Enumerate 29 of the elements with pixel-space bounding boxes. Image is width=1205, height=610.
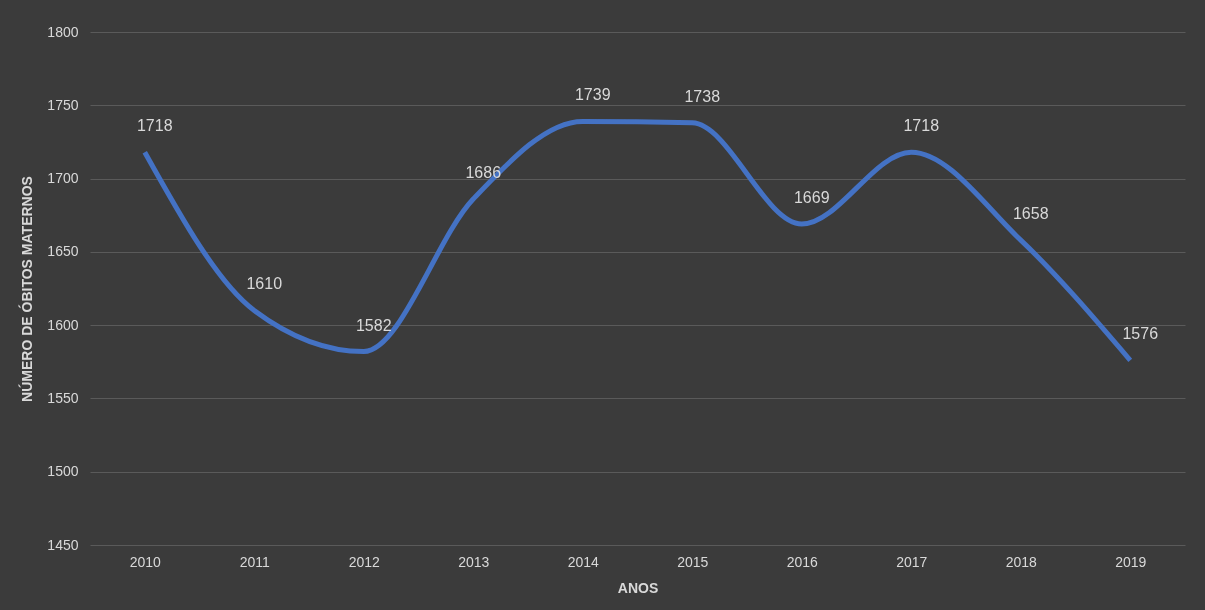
- y-tick-label: 1700: [47, 170, 79, 187]
- x-tick-label: 2015: [677, 553, 709, 570]
- x-axis-title: ANOS: [617, 579, 659, 596]
- x-tick-label: 2010: [129, 553, 162, 570]
- data-label: 1610: [246, 275, 283, 293]
- data-label: 1669: [793, 189, 830, 207]
- y-tick-label: 1550: [47, 389, 79, 406]
- y-tick-label: 1650: [47, 243, 79, 260]
- x-tick-label: 2018: [1005, 553, 1038, 570]
- y-tick-label: 1500: [47, 463, 79, 480]
- data-label: 1738: [684, 87, 721, 105]
- data-label: 1658: [1012, 205, 1049, 223]
- data-label: 1718: [136, 117, 173, 135]
- y-tick-label: 1600: [47, 316, 79, 333]
- x-tick-label: 2017: [896, 553, 928, 570]
- x-tick-label: 2016: [786, 553, 819, 570]
- data-label: 1582: [355, 316, 392, 334]
- data-label: 1718: [903, 117, 940, 135]
- x-tick-label: 2013: [458, 553, 490, 570]
- y-tick-label: 1800: [47, 23, 79, 40]
- data-label: 1739: [574, 86, 611, 104]
- x-tick-label: 2012: [348, 553, 381, 570]
- y-axis-title: NÚMERO DE ÓBITOS MATERNOS: [18, 176, 36, 402]
- x-tick-label: 2011: [239, 553, 271, 570]
- data-label: 1576: [1122, 325, 1159, 343]
- x-tick-label: 2019: [1115, 553, 1147, 570]
- y-tick-label: 1750: [47, 96, 79, 113]
- y-tick-label: 1450: [47, 536, 79, 553]
- x-tick-label: 2014: [567, 553, 600, 570]
